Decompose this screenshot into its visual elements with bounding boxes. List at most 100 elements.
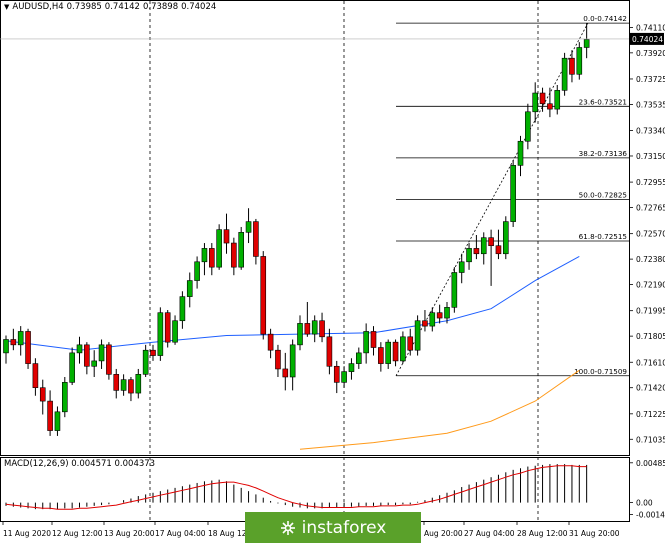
- instaforex-logo-icon: [280, 520, 295, 535]
- ohlc-low: 0.73898: [142, 2, 179, 12]
- candle-body: [98, 344, 105, 362]
- candle-body: [223, 229, 230, 244]
- candle-body: [275, 349, 281, 370]
- watermark-text: instaforex: [301, 517, 387, 538]
- candle-body: [135, 374, 142, 394]
- moving-average-slow: [299, 369, 580, 450]
- candle-body: [260, 256, 267, 335]
- candle-body: [39, 387, 46, 402]
- candle-body: [576, 47, 583, 75]
- fib-level-label-0: 0.0-0.74142: [583, 14, 627, 23]
- candle-body: [69, 352, 75, 383]
- candle-body: [209, 248, 215, 268]
- candle-body: [179, 296, 186, 322]
- candle-body: [172, 320, 178, 343]
- price-tick-label: 0.71610: [636, 358, 665, 367]
- candle-body: [532, 92, 539, 113]
- candle-body: [201, 248, 208, 263]
- candle-body: [61, 382, 68, 413]
- candle-body: [444, 307, 450, 319]
- candle-body: [289, 344, 296, 378]
- candle-body: [488, 237, 494, 247]
- candle-body: [348, 363, 355, 372]
- candle-body: [3, 339, 9, 354]
- price-tick-label: 0.72955: [636, 178, 665, 187]
- price-tick-label: 0.72765: [636, 204, 665, 213]
- ohlc-close: 0.74024: [181, 2, 217, 12]
- candle-body: [583, 39, 590, 48]
- candle-body: [355, 352, 362, 364]
- candle-body: [76, 344, 83, 354]
- candle-body: [326, 336, 333, 367]
- current-price-box: [630, 32, 664, 45]
- price-tick-label: 0.73340: [636, 127, 665, 136]
- candle-body: [385, 341, 392, 364]
- price-tick-label: 0.72190: [636, 281, 665, 290]
- macd-title: MACD(12,26,9) 0.004571 0.004373: [4, 459, 156, 469]
- fib-level-label-4: 61.8-0.72515: [579, 232, 627, 241]
- candle-body: [466, 248, 472, 263]
- candle-body: [84, 344, 90, 367]
- macd-tick-label: -0.00146: [636, 511, 665, 520]
- price-tick-label: 0.71225: [636, 410, 665, 419]
- candle-body: [319, 320, 325, 338]
- fib-trendline: [395, 22, 589, 376]
- current-price-label: 0.74024: [632, 35, 663, 44]
- candle-body: [282, 368, 289, 378]
- candle-body: [10, 339, 17, 346]
- fib-level-label-1: 23.6-0.73521: [579, 97, 627, 106]
- price-tick-label: 0.72570: [636, 230, 665, 239]
- candle-body: [392, 341, 399, 362]
- time-tick-label: 11 Aug 2020: [3, 529, 51, 538]
- candle-body: [113, 374, 120, 391]
- candle-body: [370, 331, 377, 348]
- price-tick-label: 0.74110: [636, 23, 665, 32]
- time-tick-label: Aug 20:00: [424, 529, 463, 538]
- time-tick-label: 18 Aug 12: [208, 529, 247, 538]
- time-tick-label: 13 Aug 20:00: [104, 529, 155, 538]
- price-panel: [0, 0, 630, 456]
- symbol-title: AUDUSD,H4: [12, 2, 64, 12]
- candle-body: [400, 336, 406, 362]
- candle-body: [128, 379, 134, 394]
- fib-level-label-3: 50.0-0.72825: [579, 191, 627, 200]
- candle-body: [238, 232, 244, 268]
- candle-body: [510, 165, 516, 222]
- time-tick-label: 27 Aug 04:00: [464, 529, 515, 538]
- price-tick-label: 0.73920: [636, 49, 665, 58]
- candle-body: [554, 90, 561, 110]
- candle-body: [17, 331, 24, 346]
- macd-tick-label: 0.00: [636, 499, 653, 508]
- watermark: instaforex: [245, 512, 421, 543]
- candle-body: [304, 323, 311, 335]
- candle-body: [164, 312, 171, 343]
- candle-body: [458, 261, 465, 273]
- candle-body: [480, 237, 487, 255]
- candle-body: [569, 57, 575, 75]
- candle-body: [231, 242, 237, 268]
- candle-body: [32, 363, 39, 389]
- candle-body: [341, 371, 347, 383]
- candle-body: [525, 111, 531, 142]
- candle-body: [473, 248, 480, 255]
- ohlc-open: 0.73985: [66, 2, 102, 12]
- candle-body: [194, 261, 200, 281]
- price-tick-label: 0.71995: [636, 307, 665, 316]
- time-tick-label: 12 Aug 12:00: [52, 529, 103, 538]
- candle-body: [451, 272, 458, 308]
- candle-body: [422, 320, 428, 327]
- candle-body: [561, 57, 568, 91]
- price-tick-label: 0.73150: [636, 152, 665, 161]
- time-tick-label: 17 Aug 04:00: [155, 529, 206, 538]
- candle-body: [539, 92, 546, 105]
- candle-body: [150, 349, 156, 356]
- candle-body: [54, 411, 61, 431]
- candle-body: [436, 312, 443, 319]
- price-tick-label: 0.73535: [636, 100, 665, 109]
- candle-body: [25, 331, 31, 364]
- time-tick-label: 28 Aug 12:00: [517, 529, 568, 538]
- chart-menu-icon[interactable]: ▼: [4, 3, 10, 11]
- candle-body: [363, 331, 369, 354]
